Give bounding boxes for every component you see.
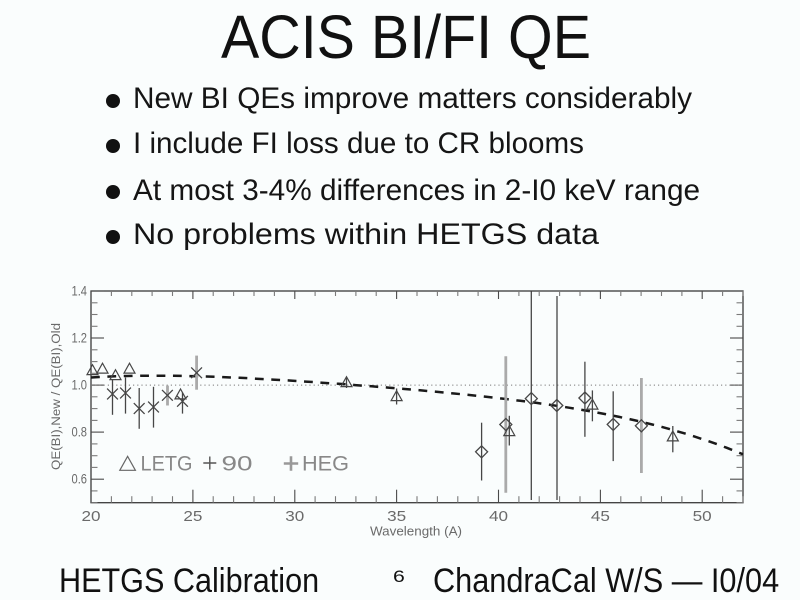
svg-text:QE(BI),New / QE(BI),Old: QE(BI),New / QE(BI),Old — [51, 323, 63, 470]
svg-text:LETG: LETG — [141, 453, 193, 476]
svg-text:1.4: 1.4 — [72, 284, 88, 299]
svg-text:1.0: 1.0 — [72, 378, 88, 393]
svg-text:HEG: HEG — [302, 453, 349, 476]
svg-text:Wavelength (A): Wavelength (A) — [370, 525, 462, 539]
svg-text:25: 25 — [183, 508, 202, 525]
svg-text:35: 35 — [387, 508, 406, 525]
svg-text:50: 50 — [693, 508, 712, 525]
svg-text:20: 20 — [82, 508, 101, 525]
svg-text:90: 90 — [222, 453, 253, 476]
svg-text:0.6: 0.6 — [72, 472, 88, 487]
svg-text:30: 30 — [285, 508, 304, 525]
svg-text:45: 45 — [591, 508, 610, 525]
svg-text:1.2: 1.2 — [72, 331, 88, 346]
svg-text:40: 40 — [489, 508, 508, 525]
svg-text:0.8: 0.8 — [72, 425, 88, 440]
